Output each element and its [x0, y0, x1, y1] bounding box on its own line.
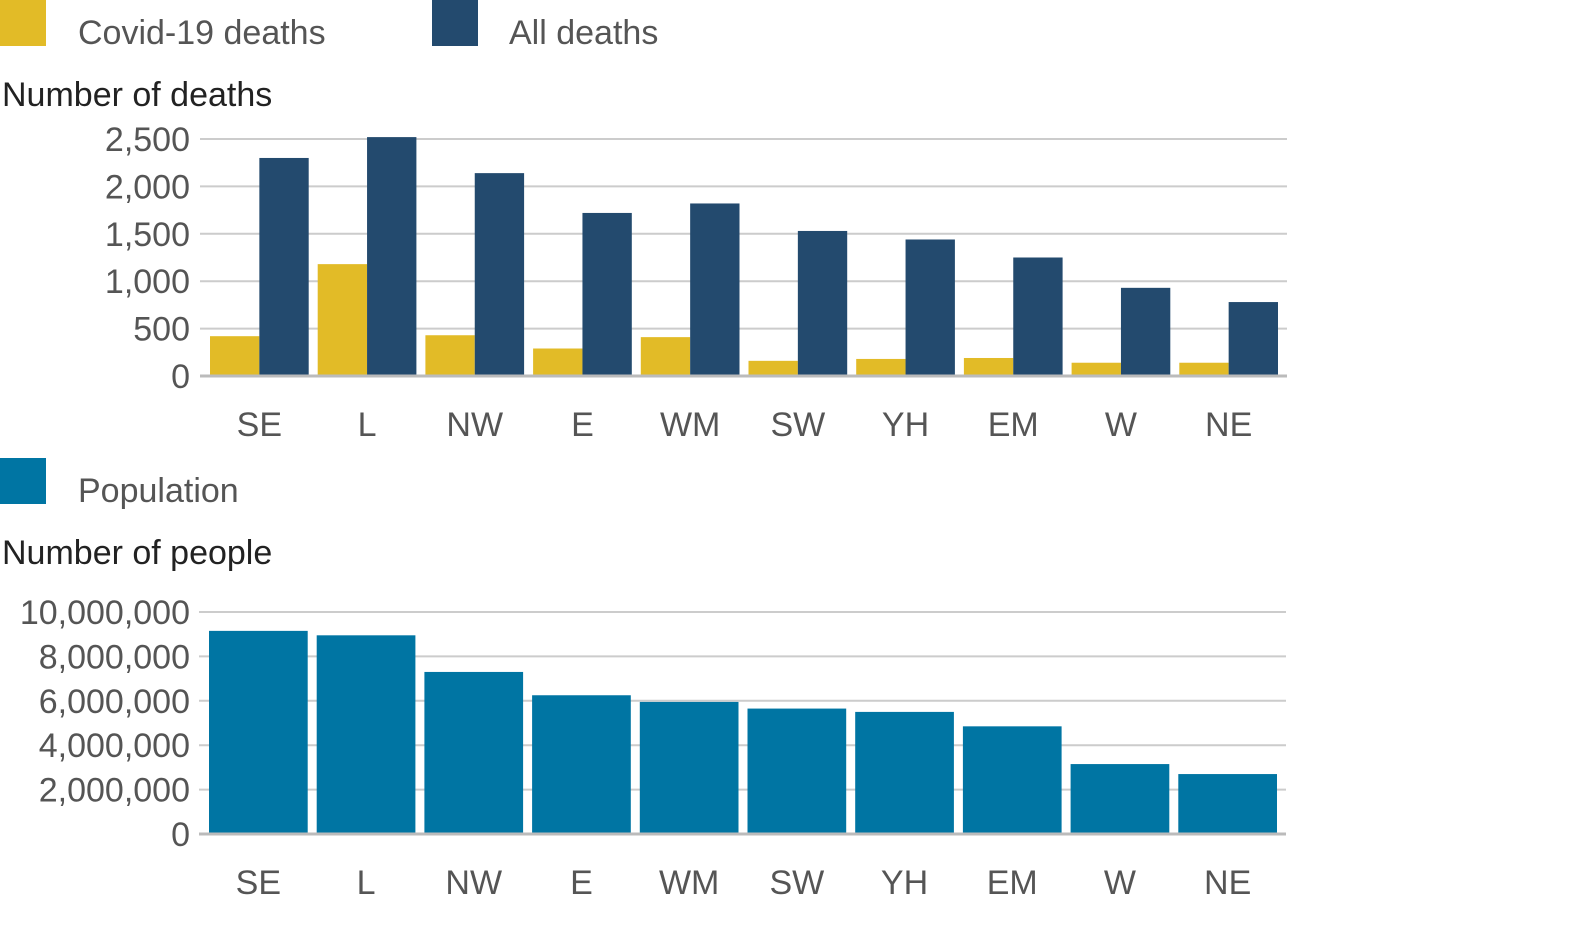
population-bar-population-sw	[747, 708, 847, 834]
legend-label-covid: Covid-19 deaths	[78, 14, 326, 52]
deaths-y-tick-label: 1,000	[105, 263, 190, 301]
population-bar-population-se	[209, 630, 308, 834]
population-x-tick-label: YH	[881, 864, 928, 902]
legend-swatch-population	[0, 458, 46, 504]
legend-bottom: Population	[0, 458, 239, 510]
population-y-tick-label: 8,000,000	[39, 638, 190, 676]
deaths-bar-covid-19-deaths-sw	[748, 360, 798, 376]
population-bar-population-yh	[855, 711, 954, 834]
population-bar-population-em	[962, 726, 1062, 834]
deaths-bar-all-deaths-l	[367, 137, 417, 376]
population-x-tick-label: SE	[236, 864, 281, 902]
population-x-tick-label: SW	[769, 864, 824, 902]
population-bar-population-nw	[424, 671, 524, 834]
deaths-x-tick-label: EM	[988, 406, 1039, 444]
deaths-bar-covid-19-deaths-se	[210, 336, 260, 376]
deaths-y-tick-label: 2,500	[105, 121, 190, 159]
population-bar-population-w	[1070, 764, 1170, 834]
deaths-bar-covid-19-deaths-w	[1071, 362, 1121, 376]
deaths-bar-covid-19-deaths-ne	[1179, 362, 1229, 376]
population-y-tick-label: 4,000,000	[39, 727, 190, 765]
legend-label-all: All deaths	[509, 14, 658, 52]
deaths-x-tick-label: WM	[660, 406, 720, 444]
deaths-bar-covid-19-deaths-yh	[856, 358, 906, 376]
population-x-tick-label: WM	[659, 864, 719, 902]
y-axis-label-deaths: Number of deaths	[2, 76, 272, 114]
population-x-tick-label: E	[570, 864, 593, 902]
population-y-tick-label: 2,000,000	[39, 772, 190, 810]
y-axis-label-people: Number of people	[2, 534, 272, 572]
legend-label-population: Population	[78, 472, 239, 510]
deaths-y-tick-label: 0	[171, 358, 190, 396]
deaths-bar-covid-19-deaths-nw	[425, 335, 475, 376]
population-x-tick-label: L	[357, 864, 376, 902]
deaths-bar-all-deaths-se	[259, 157, 309, 376]
deaths-bar-all-deaths-wm	[690, 203, 740, 376]
deaths-bar-all-deaths-sw	[797, 230, 848, 376]
plot-population: 0 2,000,000 4,000,000 6,000,000 8,000,000 10,…	[20, 594, 1286, 902]
population-y-tick-label: 10,000,000	[20, 594, 190, 632]
population-bar-population-e	[532, 695, 631, 834]
deaths-bar-all-deaths-nw	[474, 173, 525, 376]
deaths-y-tick-label: 1,500	[105, 216, 190, 254]
deaths-x-tick-label: E	[571, 406, 594, 444]
plot-deaths: 0 500 1,000 1,500 2,000 2,500 SE L NW E WM SW YH EM W N…	[105, 121, 1287, 444]
population-x-tick-label: NE	[1204, 864, 1251, 902]
deaths-y-tick-label: 2,000	[105, 168, 190, 206]
deaths-x-tick-label: NE	[1205, 406, 1252, 444]
population-bar-population-wm	[639, 701, 739, 834]
deaths-bar-covid-19-deaths-wm	[640, 337, 691, 376]
deaths-bar-all-deaths-ne	[1228, 302, 1278, 376]
legend-swatch-all	[432, 0, 478, 46]
legend-top: Covid-19 deaths All deaths	[0, 0, 658, 52]
deaths-x-tick-label: NW	[446, 406, 503, 444]
population-y-tick-label: 6,000,000	[39, 683, 190, 721]
deaths-bar-all-deaths-yh	[905, 239, 955, 376]
legend-swatch-covid	[0, 0, 46, 46]
population-bar-population-ne	[1178, 774, 1277, 834]
deaths-y-tick-label: 500	[133, 311, 190, 349]
deaths-x-tick-label: L	[358, 406, 377, 444]
population-y-tick-label: 0	[171, 816, 190, 854]
population-x-tick-label: NW	[445, 864, 502, 902]
population-bar-population-l	[316, 635, 416, 834]
deaths-bar-covid-19-deaths-e	[533, 348, 583, 376]
deaths-x-tick-label: W	[1105, 406, 1137, 444]
deaths-x-tick-label: SE	[237, 406, 282, 444]
deaths-bar-all-deaths-e	[582, 212, 632, 376]
deaths-bar-covid-19-deaths-l	[317, 264, 368, 376]
deaths-bar-covid-19-deaths-em	[963, 357, 1014, 376]
deaths-x-tick-label: YH	[882, 406, 929, 444]
deaths-x-tick-label: SW	[770, 406, 825, 444]
population-x-tick-label: EM	[987, 864, 1038, 902]
deaths-bar-all-deaths-w	[1120, 287, 1171, 376]
population-x-tick-label: W	[1104, 864, 1136, 902]
deaths-bar-all-deaths-em	[1013, 257, 1063, 376]
